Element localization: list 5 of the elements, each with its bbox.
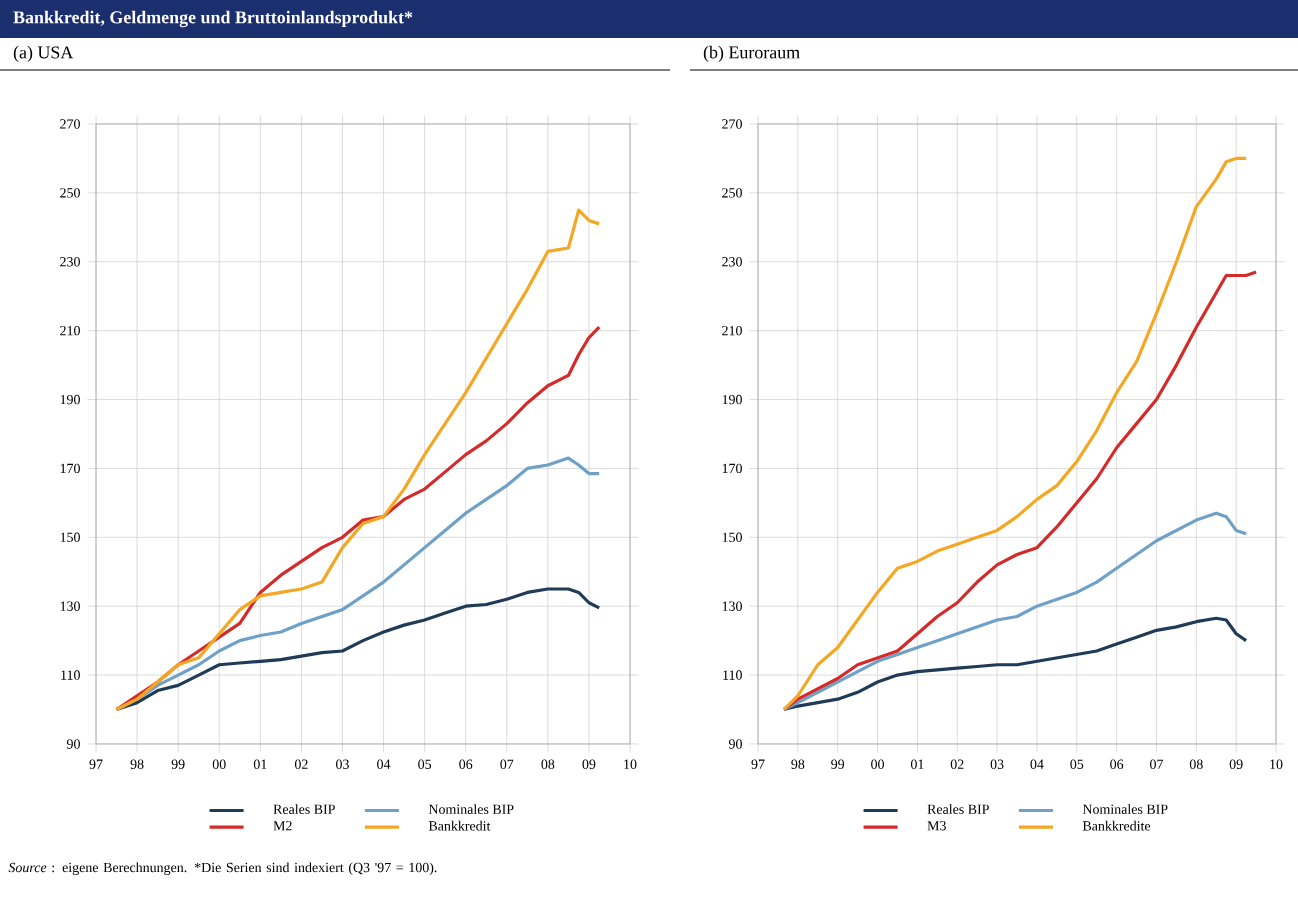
chart-subtitle: (a) USA (13, 45, 74, 63)
line-series (114, 587, 601, 712)
line-series (114, 325, 601, 712)
chart-title: Bankkredit, Geldmenge und Bruttoinlandsprodukt* (13, 10, 413, 28)
chart-subtitle: (b) Euroraum (703, 45, 800, 63)
